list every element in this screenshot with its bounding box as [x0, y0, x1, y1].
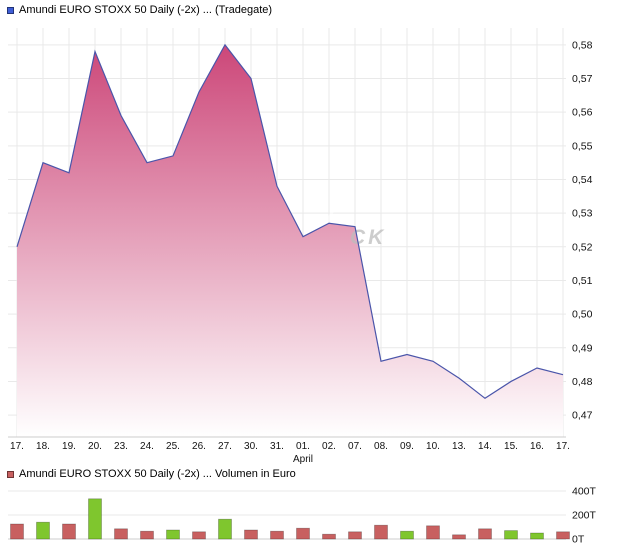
volume-y-axis-label: 0T	[572, 534, 585, 546]
volume-bar	[348, 531, 362, 540]
volume-bar	[556, 531, 570, 540]
volume-bar	[88, 498, 102, 540]
volume-y-axis-label: 400T	[572, 486, 597, 498]
volume-bar	[192, 531, 206, 540]
price-x-axis-label: 18.	[36, 441, 50, 452]
price-x-axis-label: 25.	[166, 441, 180, 452]
volume-chart-title: Amundi EURO STOXX 50 Daily (-2x) ... Vol…	[19, 468, 296, 480]
price-y-axis-label: 0,53	[572, 208, 593, 220]
volume-bar	[270, 530, 284, 540]
volume-legend-icon	[7, 470, 14, 478]
price-line	[16, 43, 564, 400]
volume-chart-header: Amundi EURO STOXX 50 Daily (-2x) ... Vol…	[0, 466, 620, 482]
price-y-axis-label: 0,57	[572, 73, 593, 85]
volume-bar	[10, 523, 24, 540]
volume-bar	[62, 523, 76, 540]
price-x-axis-label: 24.	[140, 441, 154, 452]
price-y-axis-label: 0,52	[572, 241, 593, 253]
volume-bar	[166, 529, 180, 540]
volume-bar	[296, 527, 310, 540]
price-x-axis-label: 09.	[400, 441, 414, 452]
price-y-axis-label: 0,56	[572, 107, 593, 119]
price-x-axis-label: 27.	[218, 441, 232, 452]
volume-bar	[530, 532, 544, 540]
price-x-axis-label: 23.	[114, 441, 128, 452]
price-x-axis-label: 26.	[192, 441, 206, 452]
price-y-axis-label: 0,51	[572, 275, 593, 287]
price-y-axis-label: 0,54	[572, 174, 593, 186]
price-x-axis-label: 19.	[62, 441, 76, 452]
price-y-axis-label: 0,55	[572, 140, 593, 152]
price-legend-icon	[7, 6, 14, 14]
volume-bar	[114, 528, 128, 540]
price-x-axis-label: 07.	[348, 441, 362, 452]
watermark-slash-icon: /	[325, 184, 344, 231]
price-x-axis-label: 30.	[244, 441, 258, 452]
volume-bar	[478, 528, 492, 540]
volume-bar	[36, 521, 50, 540]
price-y-axis-label: 0,48	[572, 376, 593, 388]
price-x-axis-label: 15.	[504, 441, 518, 452]
price-x-axis-label: 17.	[10, 441, 24, 452]
volume-bar	[218, 518, 232, 540]
volume-bar	[400, 530, 414, 540]
price-x-axis-label: 20.	[88, 441, 102, 452]
price-y-axis-label: 0,49	[572, 342, 593, 354]
price-x-axis-label: 08.	[374, 441, 388, 452]
volume-bar	[244, 529, 258, 540]
price-x-axis-label: 02.	[322, 441, 336, 452]
price-chart: /CK0,470,480,490,500,510,520,530,540,550…	[8, 28, 593, 465]
price-x-axis-label: 10.	[426, 441, 440, 452]
price-y-axis-label: 0,50	[572, 309, 593, 321]
price-area-fill	[17, 44, 563, 438]
price-y-axis-label: 0,58	[572, 39, 593, 51]
volume-y-axis-label: 200T	[572, 510, 597, 522]
price-x-axis-label: 17.	[556, 441, 570, 452]
volume-bar	[452, 534, 466, 540]
volume-chart: 0T 200T 400T	[8, 486, 597, 546]
volume-bar	[322, 533, 336, 540]
price-x-axis-label: 13.	[452, 441, 466, 452]
price-y-axis-label: 0,47	[572, 410, 593, 422]
price-chart-header: Amundi EURO STOXX 50 Daily (-2x) ... (Tr…	[0, 0, 620, 20]
month-label: April	[293, 454, 313, 465]
volume-bar	[504, 530, 518, 540]
price-chart-title: Amundi EURO STOXX 50 Daily (-2x) ... (Tr…	[19, 4, 273, 16]
price-x-axis-label: 16.	[530, 441, 544, 452]
price-x-axis-label: 31.	[270, 441, 284, 452]
volume-bar	[374, 524, 388, 540]
price-x-axis-label: 14.	[478, 441, 492, 452]
volume-bar	[140, 530, 154, 540]
price-x-axis-label: 01.	[296, 441, 310, 452]
volume-bar	[426, 525, 440, 540]
